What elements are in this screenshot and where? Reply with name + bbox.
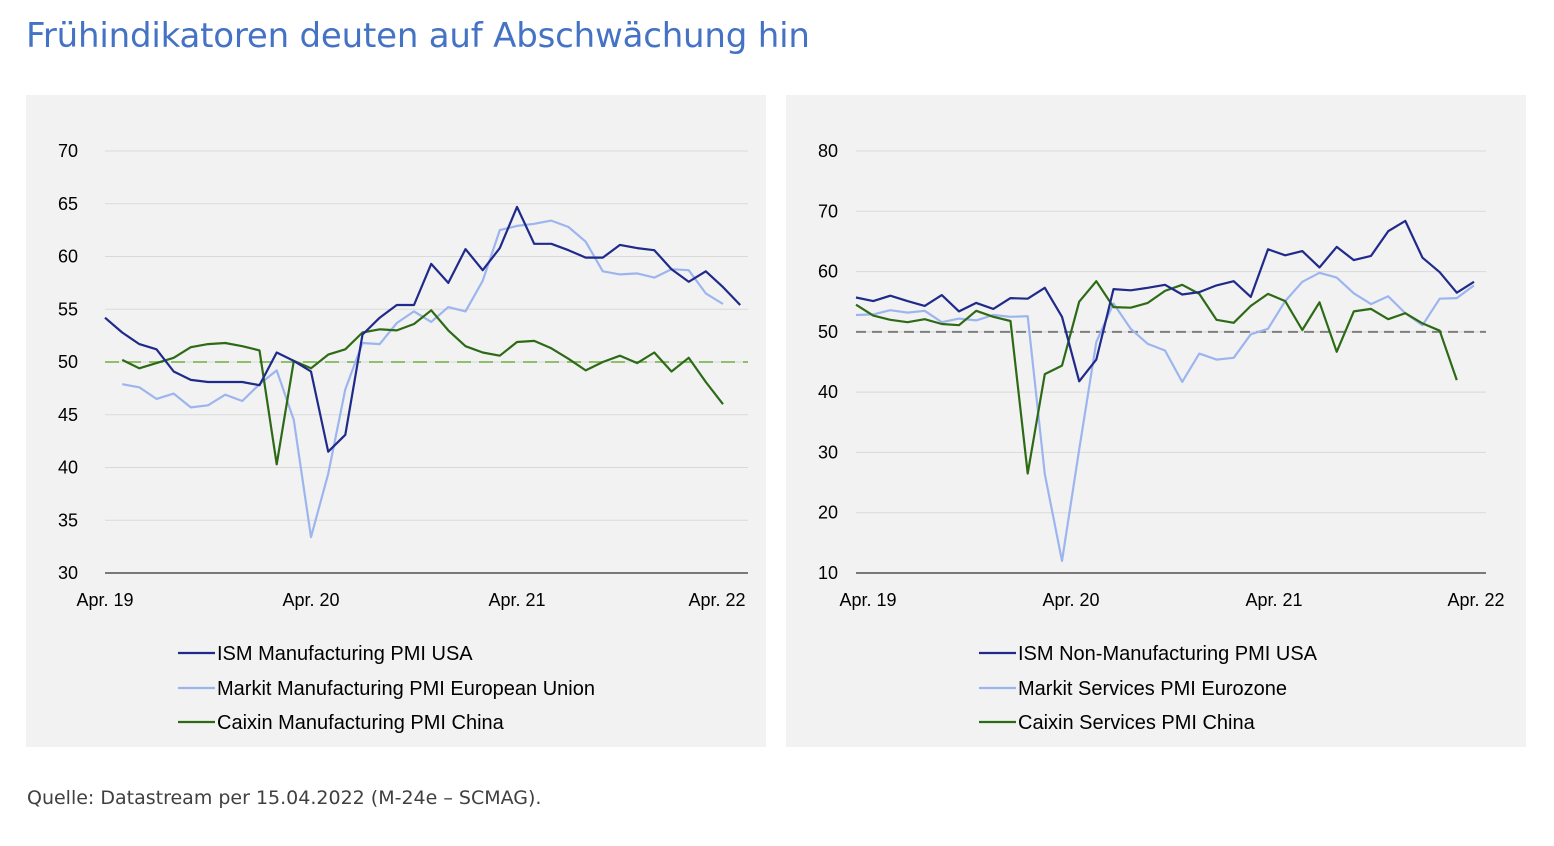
gridlines <box>105 150 748 521</box>
x-tick-label: Apr. 19 <box>839 590 896 610</box>
x-tick-label: Apr. 22 <box>1447 590 1504 610</box>
y-tick-label: 80 <box>818 141 838 161</box>
legend-label: Caixin Manufacturing PMI China <box>217 712 505 734</box>
page-title: Frühindikatoren deuten auf Abschwächung … <box>26 16 810 56</box>
legend-label: Markit Manufacturing PMI European Union <box>217 678 595 700</box>
legend-label: ISM Non-Manufacturing PMI USA <box>1018 643 1318 665</box>
y-tick-labels: 70 65 60 55 50 45 40 35 30 <box>58 141 78 583</box>
y-tick-label: 40 <box>818 382 838 402</box>
y-tick-label: 60 <box>58 247 78 267</box>
y-tick-label: 55 <box>58 299 78 319</box>
y-tick-label: 30 <box>818 442 838 462</box>
x-tick-label: Apr. 20 <box>1042 590 1099 610</box>
x-tick-label: Apr. 22 <box>688 590 745 610</box>
y-tick-label: 50 <box>58 352 78 372</box>
y-tick-label: 30 <box>58 563 78 583</box>
series-line-2 <box>855 280 1458 475</box>
y-tick-label: 40 <box>58 458 78 478</box>
legend: ISM Non-Manufacturing PMI USA Markit Serv… <box>979 643 1318 734</box>
x-tick-label: Apr. 19 <box>76 590 133 610</box>
y-tick-label: 60 <box>818 262 838 282</box>
y-tick-labels: 80 70 60 50 40 30 20 10 <box>818 141 838 583</box>
y-tick-label: 70 <box>818 201 838 221</box>
y-tick-label: 65 <box>58 194 78 214</box>
legend-label: ISM Manufacturing PMI USA <box>217 643 473 665</box>
legend-label: Markit Services PMI Eurozone <box>1018 678 1287 700</box>
series-line-1 <box>855 271 1475 562</box>
y-tick-label: 45 <box>58 405 78 425</box>
chart-panel-services: 80 70 60 50 40 30 20 10 Apr. 19 Apr. 20 Apr. 21 Apr… <box>786 95 1526 747</box>
series-line-2 <box>121 309 724 466</box>
gridlines <box>856 150 1486 514</box>
x-tick-labels: Apr. 19 Apr. 20 Apr. 21 Apr. 22 <box>76 590 745 610</box>
series-line-1 <box>122 219 724 539</box>
y-tick-label: 10 <box>818 563 838 583</box>
series-line-0 <box>855 219 1475 383</box>
x-tick-label: Apr. 21 <box>488 590 545 610</box>
x-tick-labels: Apr. 19 Apr. 20 Apr. 21 Apr. 22 <box>839 590 1504 610</box>
legend: ISM Manufacturing PMI USA Markit Manufact… <box>178 643 595 734</box>
y-tick-label: 50 <box>818 322 838 342</box>
x-tick-label: Apr. 20 <box>282 590 339 610</box>
source-note: Quelle: Datastream per 15.04.2022 (M-24e… <box>27 787 542 809</box>
chart-panel-manufacturing: 70 65 60 55 50 45 40 35 30 Apr. 19 Apr. 20 Apr. 21 A… <box>26 95 766 747</box>
y-tick-label: 70 <box>58 141 78 161</box>
series-line-0 <box>104 205 741 453</box>
x-tick-label: Apr. 21 <box>1245 590 1302 610</box>
legend-label: Caixin Services PMI China <box>1018 712 1256 734</box>
y-tick-label: 35 <box>58 510 78 530</box>
y-tick-label: 20 <box>818 503 838 523</box>
